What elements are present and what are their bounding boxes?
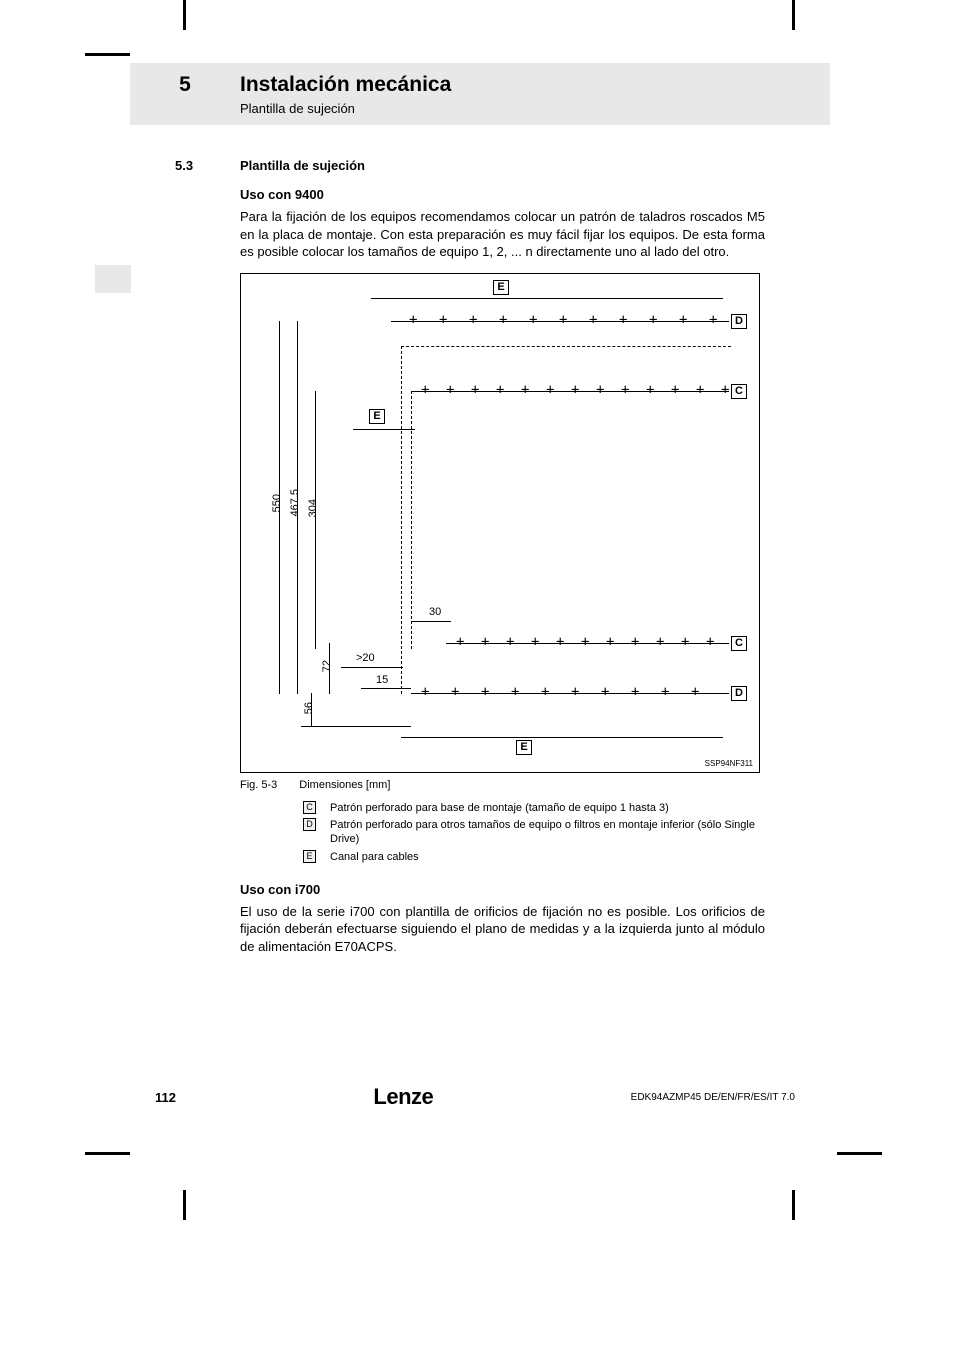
chapter-title-block: Instalación mecánica Plantilla de sujeci…	[240, 73, 830, 116]
dim-304: 304	[307, 499, 319, 517]
brand-logo: Lenze	[373, 1084, 433, 1110]
para-i700: El uso de la serie i700 con plantilla de…	[240, 903, 765, 956]
dim-line	[301, 726, 411, 727]
figure-caption: Fig. 5-3 Dimensiones [mm]	[240, 779, 765, 791]
dim-56: 56	[303, 702, 315, 714]
chapter-title: Instalación mecánica	[240, 73, 830, 97]
dim-line	[411, 621, 451, 622]
crop-mark	[183, 0, 186, 30]
label-e-bottom: E	[516, 740, 532, 755]
dim-line	[353, 429, 415, 430]
block-9400: Uso con 9400 Para la fijación de los equ…	[240, 187, 765, 261]
legend-item: C Patrón perforado para base de montaje …	[303, 801, 765, 815]
crop-mark	[837, 1152, 882, 1155]
figure-caption-text: Dimensiones [mm]	[299, 779, 390, 791]
guide-line	[401, 346, 402, 694]
label-d-top: D	[731, 314, 747, 329]
crop-mark	[85, 53, 130, 56]
block-i700: Uso con i700 El uso de la serie i700 con…	[240, 882, 765, 956]
legend-text: Patrón perforado para otros tamaños de e…	[330, 818, 765, 847]
dim-30: 30	[429, 606, 441, 618]
label-e-inner: E	[369, 409, 385, 424]
guide-line	[411, 391, 412, 649]
crop-mark	[85, 1152, 130, 1155]
legend-item: D Patrón perforado para otros tamaños de…	[303, 818, 765, 847]
dim-72: 72	[321, 660, 333, 672]
label-c-bottom: C	[731, 636, 747, 651]
chapter-number: 5	[130, 73, 240, 97]
figure-diagram: E D + + + + + + + + + + + C + + + + +	[240, 273, 760, 773]
chapter-subtitle: Plantilla de sujeción	[240, 101, 830, 116]
margin-tab	[95, 265, 131, 293]
crop-mark	[792, 1190, 795, 1220]
dim-line	[446, 643, 729, 644]
figure-ref-code: SSP94NF311	[705, 759, 753, 768]
subheading-i700: Uso con i700	[240, 882, 765, 897]
dim-550: 550	[271, 494, 283, 512]
crop-mark	[183, 1190, 186, 1220]
legend-text: Canal para cables	[330, 850, 765, 864]
page-footer: 112 Lenze EDK94AZMP45 DE/EN/FR/ES/IT 7.0	[155, 1084, 795, 1110]
page-content: 5.3 Plantilla de sujeción Uso con 9400 P…	[175, 158, 765, 967]
document-code: EDK94AZMP45 DE/EN/FR/ES/IT 7.0	[631, 1092, 795, 1103]
legend-item: E Canal para cables	[303, 850, 765, 864]
subheading-9400: Uso con 9400	[240, 187, 765, 202]
section-number: 5.3	[175, 158, 240, 173]
para-9400: Para la fijación de los equipos recomend…	[240, 208, 765, 261]
label-d-bottom: D	[731, 686, 747, 701]
chapter-header: 5 Instalación mecánica Plantilla de suje…	[130, 63, 830, 125]
dim-line	[371, 298, 723, 299]
legend-symbol: C	[303, 801, 316, 814]
page-number: 112	[155, 1090, 176, 1105]
section-heading-row: 5.3 Plantilla de sujeción	[175, 158, 765, 173]
dim-line	[411, 693, 729, 694]
label-c-top: C	[731, 384, 747, 399]
dim-line	[391, 321, 729, 322]
section-title: Plantilla de sujeción	[240, 158, 365, 173]
dim-line	[411, 391, 729, 392]
label-e-top: E	[493, 280, 509, 295]
dim-line	[361, 688, 411, 689]
legend-symbol: E	[303, 850, 316, 863]
dim-line	[401, 737, 723, 738]
dim-gt20: >20	[356, 652, 375, 664]
dim-line	[315, 391, 316, 649]
legend-symbol: D	[303, 818, 316, 831]
dim-line	[341, 667, 403, 668]
figure-number: Fig. 5-3	[240, 779, 277, 791]
dim-15: 15	[376, 674, 388, 686]
crop-mark	[792, 0, 795, 30]
figure-legend: C Patrón perforado para base de montaje …	[303, 801, 765, 864]
dim-467: 467.5	[289, 489, 301, 517]
legend-text: Patrón perforado para base de montaje (t…	[330, 801, 765, 815]
dashed-line	[401, 346, 731, 347]
